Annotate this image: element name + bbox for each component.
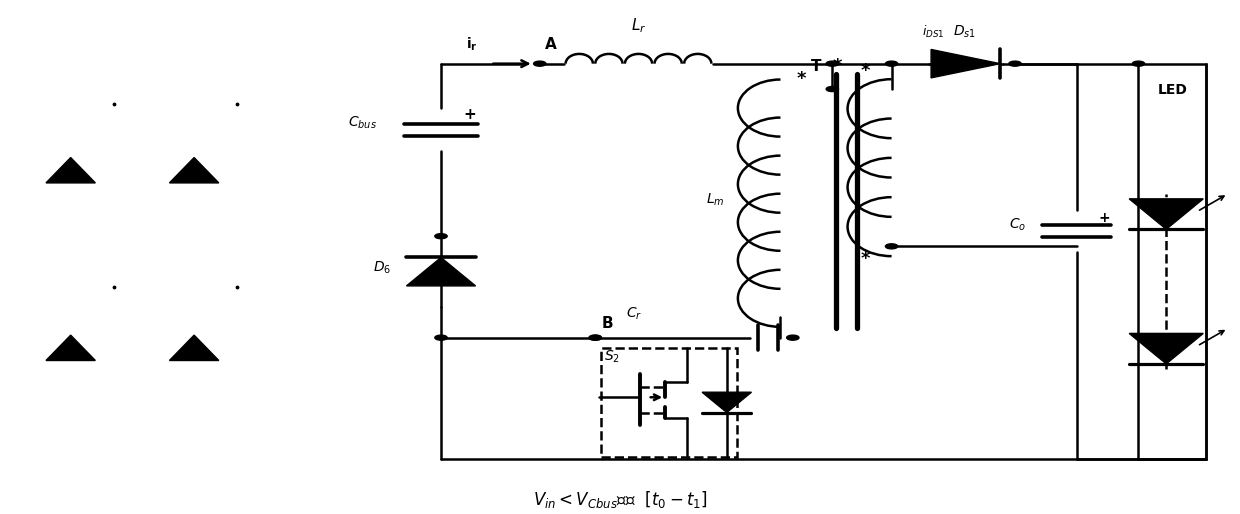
Bar	[601, 348, 738, 457]
Polygon shape	[931, 49, 1001, 78]
Polygon shape	[170, 157, 218, 183]
Circle shape	[435, 234, 448, 238]
Circle shape	[786, 335, 799, 340]
Text: T: T	[811, 59, 822, 75]
Polygon shape	[170, 335, 218, 360]
Circle shape	[1009, 61, 1022, 66]
Circle shape	[826, 86, 838, 91]
Text: $C_{bus}$: $C_{bus}$	[348, 115, 377, 132]
Text: $L_r$: $L_r$	[631, 16, 646, 35]
Text: *: *	[861, 250, 870, 268]
Circle shape	[589, 335, 601, 340]
Polygon shape	[407, 258, 476, 286]
Text: $S_2$: $S_2$	[604, 349, 620, 365]
Polygon shape	[702, 392, 751, 413]
Text: +: +	[1099, 211, 1111, 225]
Text: $C_r$: $C_r$	[626, 305, 642, 322]
Text: $C_o$: $C_o$	[1009, 216, 1025, 233]
Polygon shape	[46, 157, 95, 183]
Bar	[1138, 64, 1207, 460]
Text: $i_{DS1}$: $i_{DS1}$	[923, 24, 945, 40]
Text: $L_m$: $L_m$	[707, 191, 725, 208]
Polygon shape	[1130, 199, 1203, 229]
Circle shape	[826, 61, 838, 66]
Text: $D_{s1}$: $D_{s1}$	[954, 24, 976, 40]
Text: +: +	[464, 107, 476, 122]
Text: LED: LED	[1157, 83, 1188, 97]
Circle shape	[435, 335, 448, 340]
Circle shape	[1132, 61, 1145, 66]
Circle shape	[589, 335, 601, 340]
Circle shape	[533, 61, 546, 66]
Text: $D_6$: $D_6$	[373, 260, 392, 276]
Text: *: *	[832, 57, 842, 75]
Circle shape	[885, 61, 898, 66]
Text: *: *	[796, 70, 806, 88]
Polygon shape	[1130, 334, 1203, 364]
Text: A: A	[544, 38, 557, 52]
Circle shape	[885, 244, 898, 249]
Text: B: B	[601, 316, 613, 331]
Text: $\mathbf{i_r}$: $\mathbf{i_r}$	[466, 35, 477, 53]
Polygon shape	[46, 335, 95, 360]
Text: $V_{in}<V_{Cbus}$时，  $[t_0-t_1]$: $V_{in}<V_{Cbus}$时， $[t_0-t_1]$	[533, 489, 707, 510]
Text: *: *	[861, 62, 870, 80]
